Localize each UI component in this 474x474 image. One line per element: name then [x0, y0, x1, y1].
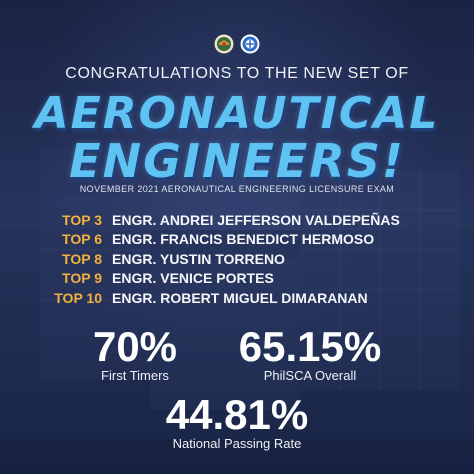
list-item: TOP 9 ENGR. VENICE PORTES: [0, 269, 474, 289]
exam-subtitle: NOVEMBER 2021 AERONAUTICAL ENGINEERING L…: [79, 184, 395, 194]
list-item: TOP 3 ENGR. ANDREI JEFFERSON VALDEPEÑAS: [0, 210, 474, 230]
first-timers-stat: 70% First Timers: [60, 323, 210, 384]
national-passing-value: 44.81%: [165, 391, 309, 438]
headline-aeronautical: AERONAUTICAL: [34, 88, 440, 139]
passer-name: ENGR. ROBERT MIGUEL DIMARANAN: [112, 289, 368, 306]
philsca-overall-stat: 65.15% PhilSCA Overall: [225, 323, 395, 384]
logo-row: [0, 34, 474, 54]
list-item: TOP 8 ENGR. YUSTIN TORRENO: [0, 249, 474, 269]
passer-name: ENGR. ANDREI JEFFERSON VALDEPEÑAS: [112, 211, 400, 228]
first-timers-value: 70%: [92, 323, 178, 370]
first-timers-label: First Timers: [101, 368, 169, 383]
national-passing-stat: 44.81% National Passing Rate: [137, 391, 337, 452]
seal-logo-icon: [214, 34, 234, 54]
rank-label: TOP 9: [62, 270, 102, 287]
philsca-overall-value: 65.15%: [238, 323, 382, 370]
rank-label: TOP 6: [62, 231, 102, 248]
philsca-overall-label: PhilSCA Overall: [263, 368, 357, 383]
congrats-text: CONGRATULATIONS TO THE NEW SET OF: [65, 65, 409, 82]
rank-label: TOP 3: [62, 211, 102, 228]
passer-name: ENGR. FRANCIS BENEDICT HERMOSO: [112, 231, 375, 248]
list-item: TOP 6 ENGR. FRANCIS BENEDICT HERMOSO: [0, 230, 474, 250]
list-item: TOP 10 ENGR. ROBERT MIGUEL DIMARANAN: [0, 288, 474, 308]
national-passing-label: National Passing Rate: [172, 436, 302, 451]
top-passers-list: TOP 3 ENGR. ANDREI JEFFERSON VALDEPEÑAS …: [0, 210, 474, 308]
passer-name: ENGR. VENICE PORTES: [112, 270, 274, 287]
rank-label: TOP 8: [62, 250, 102, 267]
rank-label: TOP 10: [54, 289, 102, 306]
passer-name: ENGR. YUSTIN TORRENO: [112, 250, 285, 267]
philsca-logo-icon: [240, 34, 260, 54]
headline-engineers: ENGINEERS!: [69, 134, 405, 188]
